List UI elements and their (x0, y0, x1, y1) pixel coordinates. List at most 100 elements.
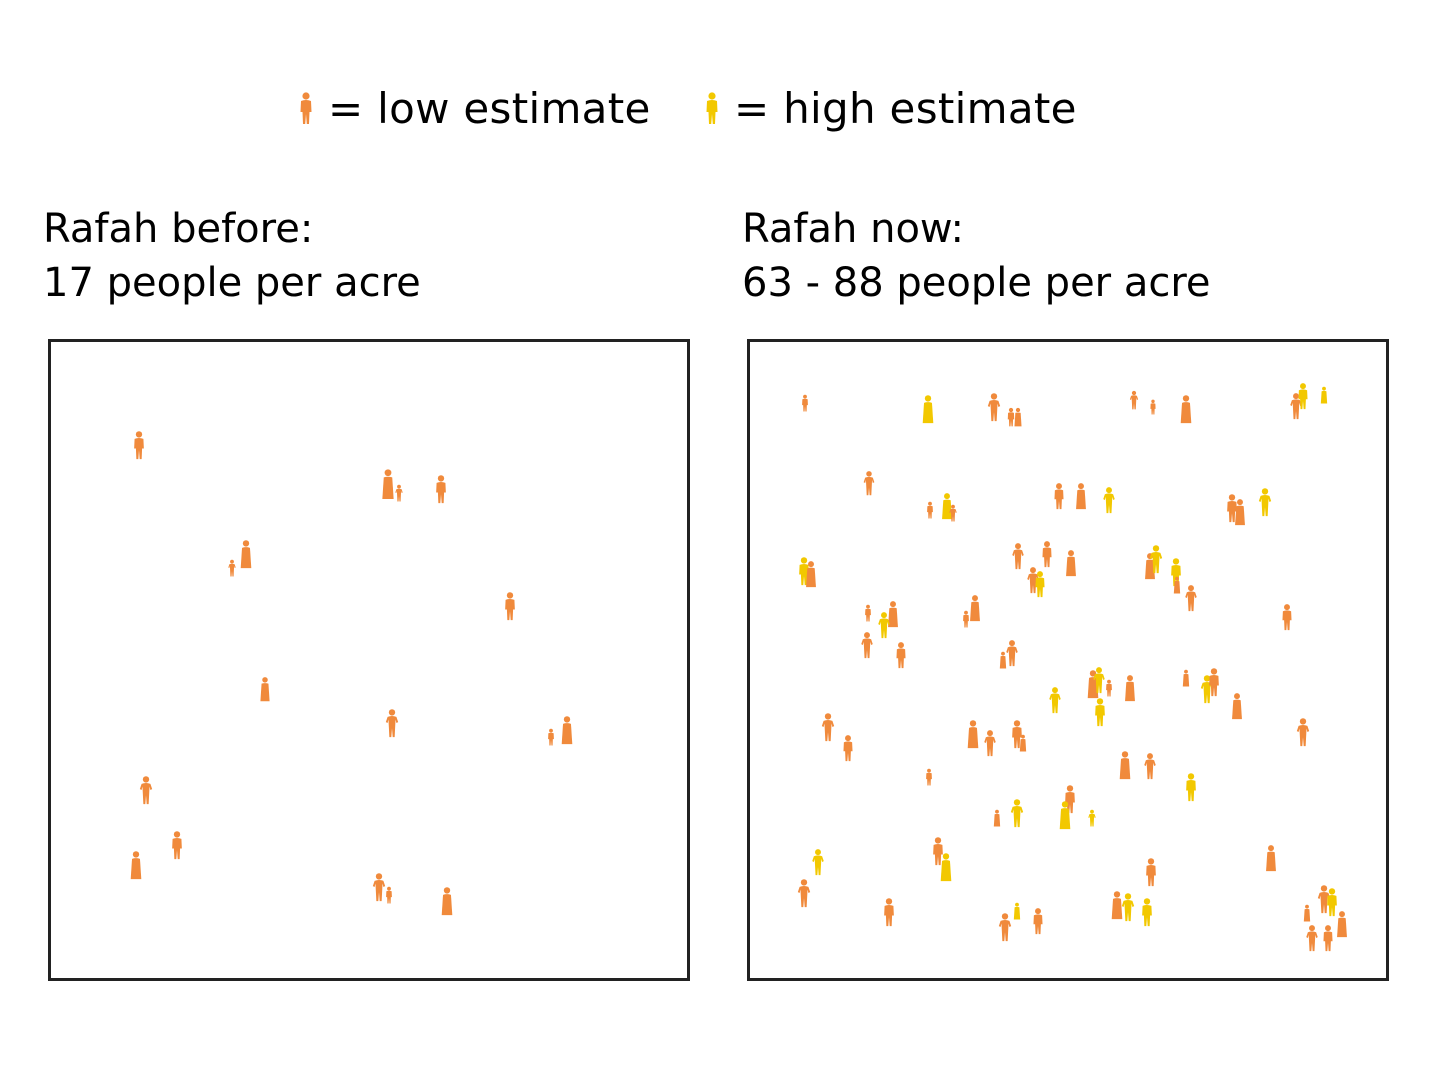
person-icon (1093, 667, 1105, 694)
person-icon (1150, 399, 1156, 415)
person-icon (1327, 888, 1337, 917)
person-icon (382, 469, 394, 500)
person-icon (896, 642, 906, 669)
person-icon (134, 431, 144, 460)
person-icon (1296, 718, 1310, 747)
person-icon (1066, 550, 1076, 577)
person-icon (1235, 499, 1245, 526)
person-icon (1303, 904, 1311, 922)
legend-low-estimate: = low estimate (298, 78, 651, 138)
person-icon (1290, 393, 1302, 420)
person-icon (1125, 675, 1135, 702)
person-icon (240, 540, 252, 569)
person-icon (1298, 383, 1308, 410)
person-icon (1014, 407, 1022, 427)
person-icon (1035, 571, 1045, 598)
person-icon (139, 776, 153, 805)
person-icon (1119, 751, 1131, 780)
person-icon (940, 853, 952, 882)
person-icon (1042, 541, 1052, 568)
person-icon (861, 632, 873, 659)
person-icon (927, 501, 933, 519)
panel-title-line2: 17 people per acre (43, 260, 421, 306)
person-icon (1103, 487, 1115, 514)
person-icon (1317, 885, 1331, 914)
person-icon (1129, 390, 1139, 410)
person-icon (1182, 669, 1190, 687)
legend-low-label: = low estimate (328, 83, 651, 133)
person-icon (1173, 576, 1181, 594)
panel-title-now: Rafah now: 63 - 88 people per acre (742, 202, 1211, 310)
person-icon (1227, 494, 1237, 523)
person-icon (1282, 604, 1292, 631)
person-icon (1019, 734, 1027, 752)
legend-high-estimate: = high estimate (704, 78, 1077, 138)
person-icon (797, 879, 811, 908)
person-icon (385, 709, 399, 738)
person-icon (505, 592, 515, 621)
person-icon (260, 677, 270, 702)
person-icon (878, 612, 890, 639)
person-icon (821, 713, 835, 742)
person-icon (799, 557, 809, 586)
person-icon (1144, 753, 1156, 780)
panel-title-line1: Rafah before: (43, 206, 314, 252)
person-icon (1095, 698, 1105, 727)
person-icon (1088, 809, 1096, 827)
person-icon (1007, 407, 1015, 427)
person-icon (1006, 640, 1018, 667)
panel-title-line2: 63 - 88 people per acre (742, 260, 1211, 306)
person-icon (888, 601, 898, 628)
person-icon (843, 735, 853, 762)
person-icon (548, 728, 554, 746)
person-icon (884, 898, 894, 927)
person-icon (1337, 911, 1347, 938)
person-icon (1065, 785, 1075, 814)
person-icon (1258, 488, 1272, 517)
legend-high-label: = high estimate (734, 83, 1077, 133)
person-icon (993, 809, 1001, 827)
person-icon (1232, 693, 1242, 720)
panel-title-before: Rafah before: 17 people per acre (43, 202, 421, 310)
person-icon (970, 595, 980, 622)
person-icon (1320, 386, 1328, 404)
person-icon (942, 493, 952, 520)
person-icon (386, 886, 392, 904)
person-icon (926, 768, 932, 786)
person-icon (967, 720, 979, 749)
person-icon (1076, 483, 1086, 510)
person-icon (561, 716, 573, 745)
person-icon (865, 604, 871, 622)
person-icon (1054, 483, 1064, 510)
person-icon (1146, 858, 1156, 887)
person-icon (1185, 585, 1197, 612)
crowd-now (797, 383, 1347, 952)
person-icon (1186, 773, 1196, 802)
person-icon (1012, 543, 1024, 570)
person-icon (1180, 395, 1192, 424)
person-icon (933, 837, 943, 866)
person-icon (395, 484, 403, 502)
person-icon (130, 851, 142, 880)
person-icon (1266, 845, 1276, 872)
person-icon (1306, 925, 1318, 952)
person-icon (806, 561, 816, 588)
person-icon (987, 393, 1001, 422)
person-icon (1059, 801, 1071, 830)
person-icon (1209, 668, 1219, 697)
person-icon (1049, 687, 1061, 714)
person-icon (1012, 720, 1022, 749)
person-icon (812, 849, 824, 876)
person-icon (984, 730, 996, 757)
person-icon (372, 873, 386, 902)
person-icon (1200, 675, 1214, 704)
person-icon (1111, 891, 1123, 920)
person-icon (1106, 679, 1112, 697)
person-icon (1121, 893, 1135, 922)
person-icon (999, 651, 1007, 669)
person-icon (922, 395, 934, 424)
person-icon (1087, 670, 1099, 699)
person-icon (1013, 902, 1021, 920)
person-icon (172, 831, 182, 860)
person-icon (963, 610, 969, 628)
